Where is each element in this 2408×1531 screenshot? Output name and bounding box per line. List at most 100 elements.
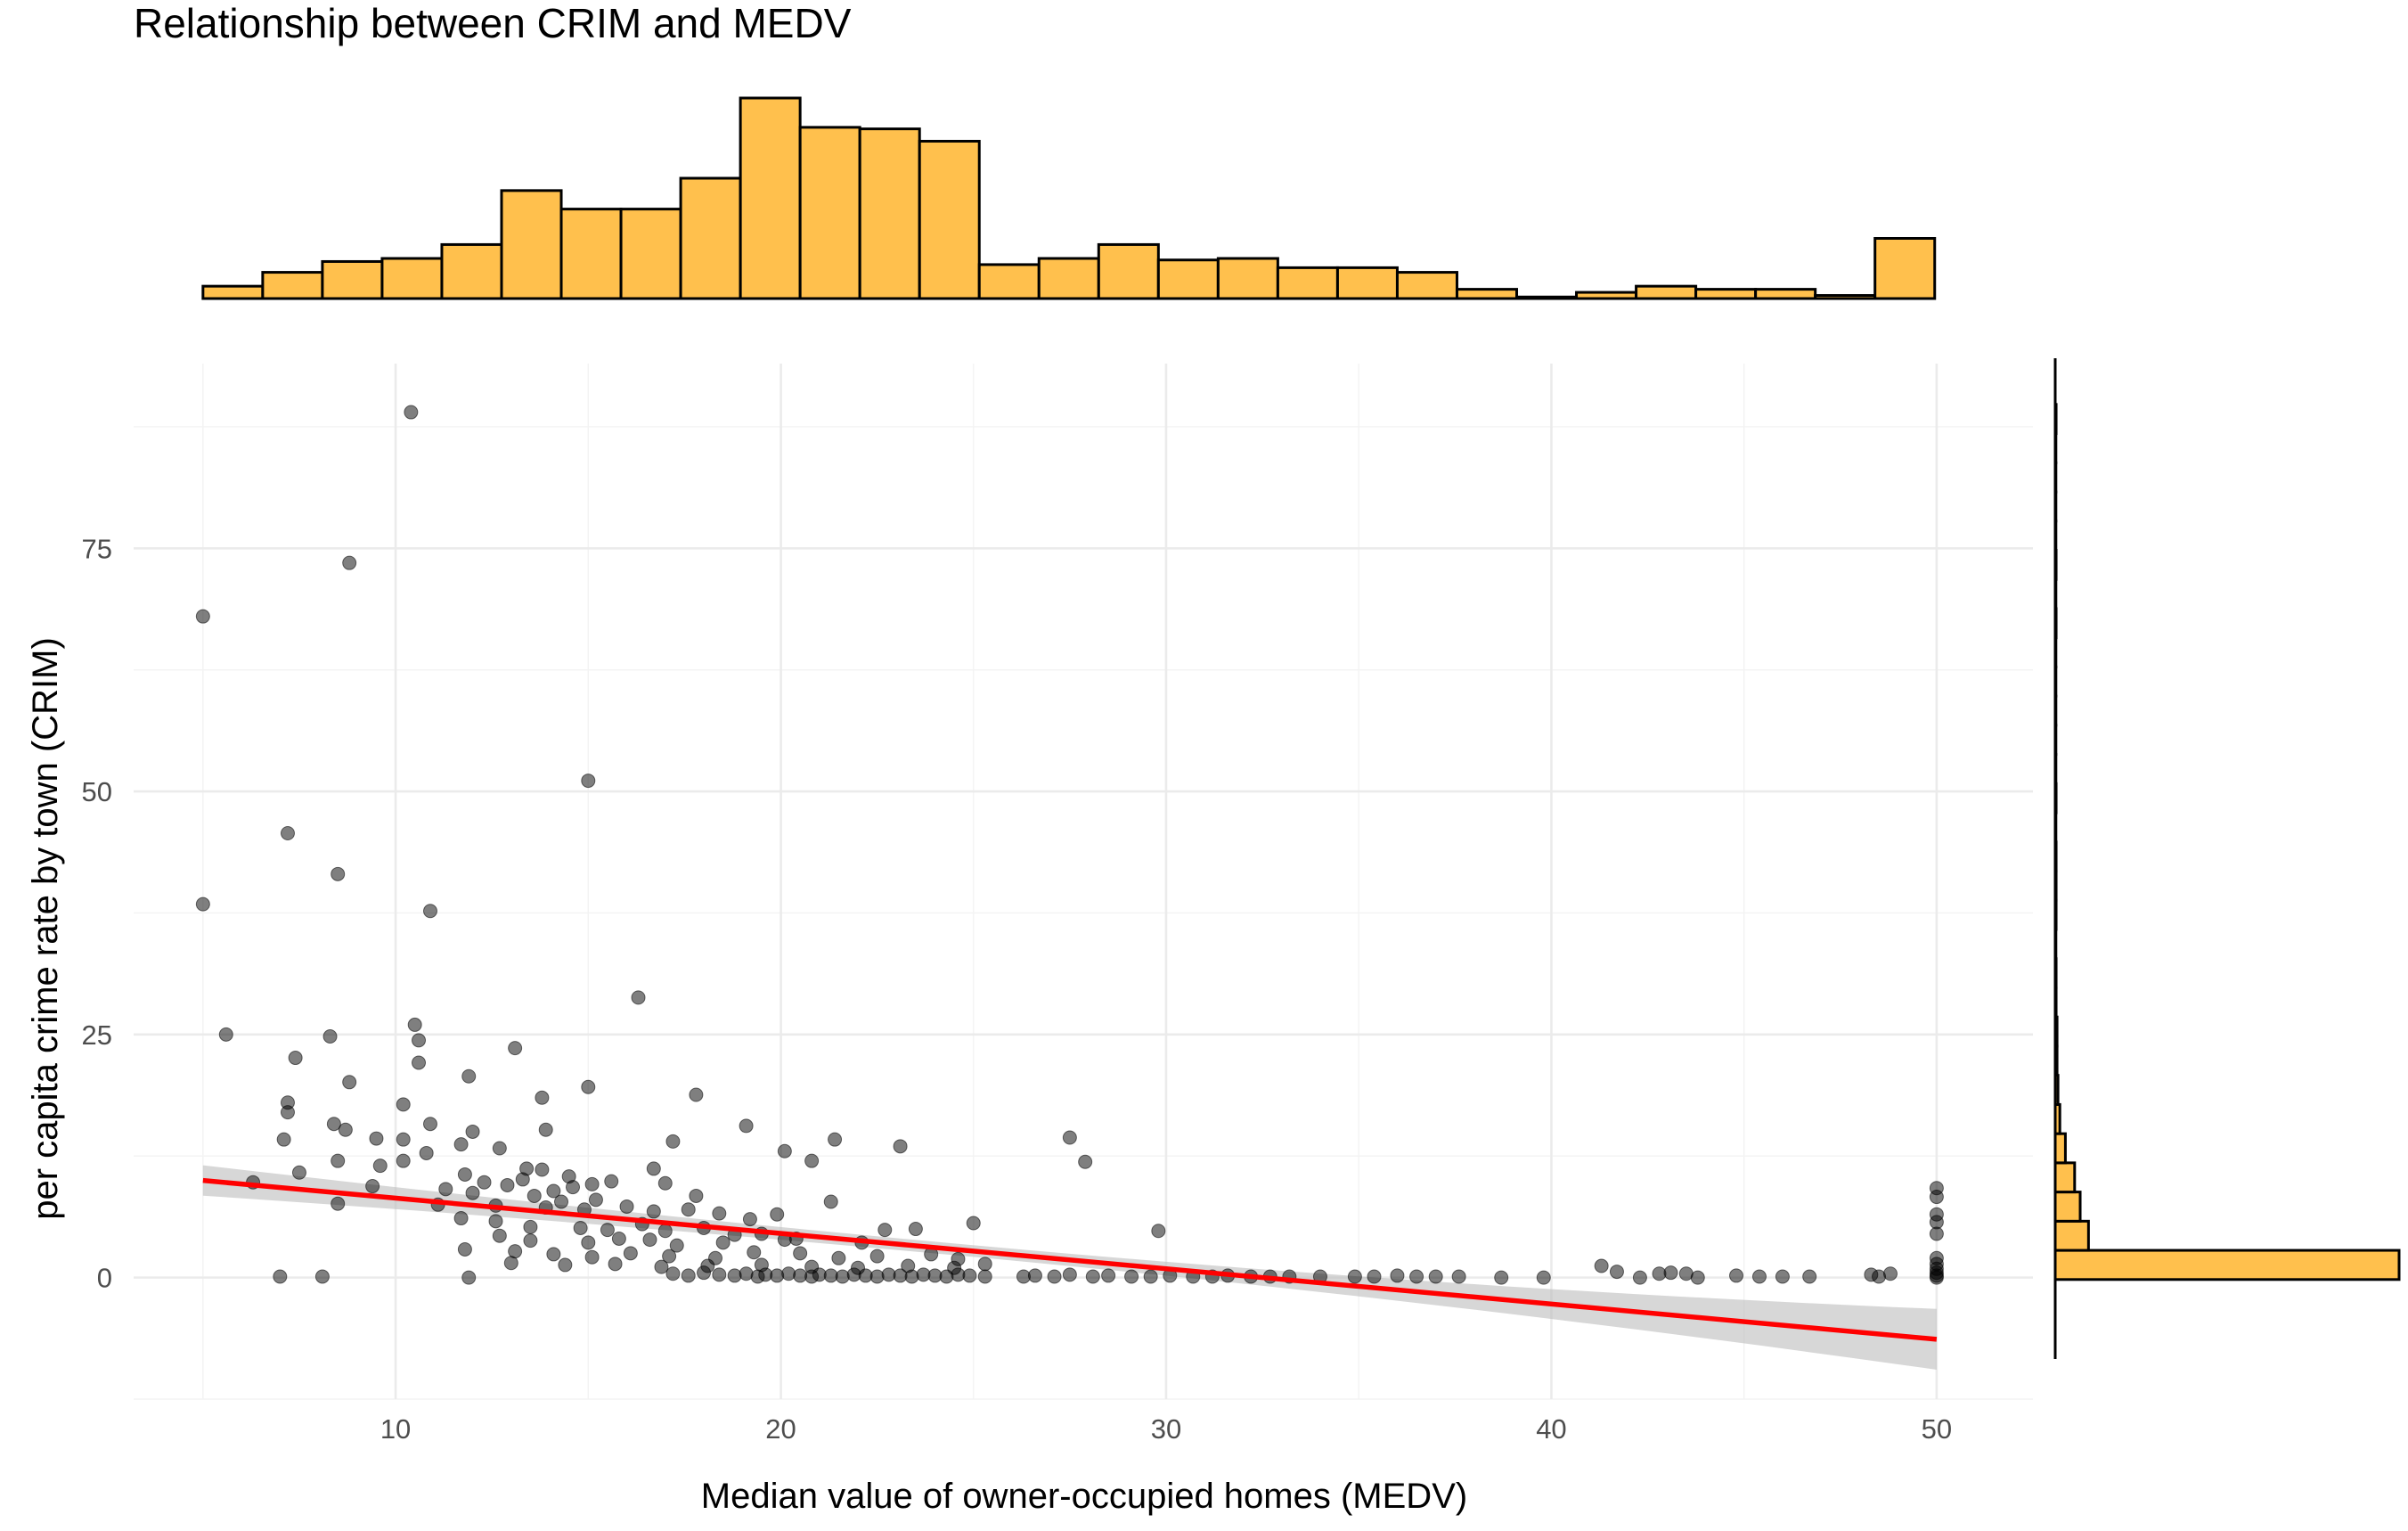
data-point <box>623 1246 638 1261</box>
data-point <box>904 1269 919 1284</box>
histogram-bar-y <box>2053 636 2058 668</box>
marginal-histogram-y <box>2053 358 2401 1359</box>
data-point <box>477 1175 492 1190</box>
data-point <box>739 1118 754 1134</box>
histogram-bar-y <box>2053 548 2058 581</box>
data-point <box>218 1027 233 1042</box>
major-gridlines <box>134 364 2033 1399</box>
histogram-bar-x <box>1097 242 1160 300</box>
x-tick-label: 50 <box>1922 1413 1952 1445</box>
data-point <box>631 990 646 1005</box>
data-point <box>1124 1269 1139 1284</box>
data-point <box>1929 1190 1944 1205</box>
data-point <box>977 1269 992 1284</box>
histogram-bar-y <box>2053 490 2058 523</box>
data-point <box>611 1231 626 1246</box>
data-point <box>1663 1265 1678 1281</box>
data-point <box>322 1029 338 1044</box>
data-point <box>646 1161 661 1176</box>
data-point <box>1494 1270 1509 1285</box>
data-point <box>581 1235 596 1250</box>
histogram-bar-x <box>1395 271 1458 300</box>
data-point <box>777 1143 792 1158</box>
data-point <box>422 904 437 919</box>
data-point <box>1802 1269 1817 1284</box>
histogram-bar-y <box>2053 1015 2059 1048</box>
data-point <box>908 1222 923 1237</box>
data-point <box>535 1162 550 1177</box>
minor-gridlines <box>134 364 2033 1400</box>
data-point <box>457 1241 472 1257</box>
histogram-bar-y <box>2053 694 2058 727</box>
confidence-band-layer <box>202 1165 1937 1370</box>
data-point <box>331 866 346 881</box>
histogram-bar-y <box>2053 461 2058 494</box>
data-point <box>546 1183 561 1199</box>
data-point <box>1929 1226 1944 1241</box>
data-point <box>195 896 210 912</box>
histogram-bar-y <box>2053 1044 2059 1077</box>
data-point <box>793 1246 808 1261</box>
histogram-bar-y <box>2053 898 2058 931</box>
data-point <box>1690 1270 1705 1285</box>
data-point <box>588 1192 603 1208</box>
histogram-bar-x <box>321 259 384 300</box>
histogram-bar-y <box>2053 782 2058 815</box>
data-point <box>288 1051 303 1066</box>
data-point <box>1047 1269 1062 1284</box>
histogram-bar-x <box>440 242 503 300</box>
data-point <box>608 1257 623 1272</box>
data-point <box>835 1269 850 1284</box>
confidence-band <box>202 1165 1937 1370</box>
data-point <box>665 1266 681 1281</box>
histogram-bar-x <box>1635 284 1698 300</box>
data-point <box>1143 1269 1158 1284</box>
data-point <box>584 1249 600 1265</box>
data-point <box>1367 1269 1382 1284</box>
y-axis-ticks: 0 25 50 75 <box>82 533 112 1293</box>
data-point <box>1775 1269 1790 1284</box>
data-point <box>280 1105 295 1120</box>
data-point <box>372 1158 388 1174</box>
histogram-bar-x <box>1037 257 1100 300</box>
data-point <box>396 1132 411 1147</box>
data-point <box>1078 1154 1093 1169</box>
data-point <box>727 1268 742 1283</box>
data-point <box>697 1265 712 1281</box>
histogram-bar-y <box>2053 724 2058 757</box>
data-point <box>657 1224 673 1239</box>
data-point <box>412 1055 427 1070</box>
histogram-bar-x <box>1455 288 1519 300</box>
data-point <box>1729 1268 1744 1283</box>
data-point <box>689 1087 704 1102</box>
data-point <box>828 1132 843 1147</box>
histogram-bar-x <box>380 257 444 300</box>
histogram-bar-x <box>1216 257 1279 300</box>
x-tick-label: 10 <box>380 1413 411 1445</box>
chart-title: Relationship between CRIM and MEDV <box>134 0 852 46</box>
data-point <box>1929 1270 1944 1285</box>
data-point <box>523 1233 538 1249</box>
data-point <box>600 1223 615 1238</box>
data-point <box>461 1068 477 1084</box>
histogram-bar-x <box>261 271 324 300</box>
regression-line-layer <box>202 1177 1938 1342</box>
data-point <box>369 1131 384 1146</box>
histogram-bar-y <box>2053 1074 2060 1106</box>
histogram-bar-y <box>2053 870 2058 902</box>
x-tick-label: 30 <box>1151 1413 1181 1445</box>
data-point <box>523 1219 538 1234</box>
data-point <box>665 1134 681 1149</box>
data-point <box>1062 1130 1077 1145</box>
data-point <box>419 1145 434 1160</box>
histogram-bar-x <box>918 139 981 300</box>
data-point <box>581 774 596 789</box>
data-point <box>438 1182 453 1197</box>
data-point <box>422 1117 437 1132</box>
data-point <box>453 1211 469 1226</box>
data-point <box>396 1097 411 1112</box>
x-axis-label: Median value of owner-occupied homes (ME… <box>701 1477 1467 1516</box>
histogram-bar-x <box>559 208 623 300</box>
histogram-bar-y <box>2053 432 2058 464</box>
data-point <box>584 1176 600 1191</box>
